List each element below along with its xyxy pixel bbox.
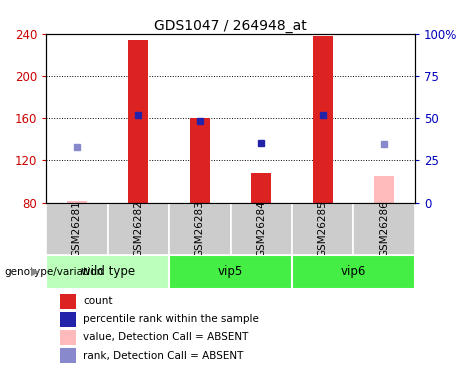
Text: ▶: ▶ xyxy=(31,267,39,277)
Text: genotype/variation: genotype/variation xyxy=(5,267,104,277)
Title: GDS1047 / 264948_at: GDS1047 / 264948_at xyxy=(154,19,307,33)
Text: wild type: wild type xyxy=(81,266,135,278)
Text: GSM26284: GSM26284 xyxy=(256,200,266,257)
Bar xyxy=(46,255,169,289)
Bar xyxy=(107,202,169,255)
Text: GSM26281: GSM26281 xyxy=(72,200,82,257)
Bar xyxy=(169,202,230,255)
Bar xyxy=(60,294,76,309)
Bar xyxy=(129,40,148,203)
Text: rank, Detection Call = ABSENT: rank, Detection Call = ABSENT xyxy=(83,351,243,361)
Text: count: count xyxy=(83,296,112,306)
Bar xyxy=(251,173,271,202)
Text: vip5: vip5 xyxy=(218,266,243,278)
Text: GSM26285: GSM26285 xyxy=(318,200,328,257)
Bar xyxy=(292,255,415,289)
Bar xyxy=(374,176,394,203)
Text: percentile rank within the sample: percentile rank within the sample xyxy=(83,314,259,324)
Text: GSM26282: GSM26282 xyxy=(133,200,143,257)
Text: GSM26286: GSM26286 xyxy=(379,200,389,257)
Text: GSM26283: GSM26283 xyxy=(195,200,205,257)
Bar xyxy=(60,330,76,345)
Bar xyxy=(46,202,107,255)
Bar xyxy=(230,202,292,255)
Text: value, Detection Call = ABSENT: value, Detection Call = ABSENT xyxy=(83,332,248,342)
Bar xyxy=(169,255,292,289)
Bar xyxy=(60,312,76,327)
Text: vip6: vip6 xyxy=(341,266,366,278)
Bar xyxy=(354,202,415,255)
Bar xyxy=(313,36,332,203)
Bar xyxy=(60,348,76,363)
Bar xyxy=(190,118,210,202)
Bar xyxy=(67,201,87,202)
Bar xyxy=(292,202,354,255)
